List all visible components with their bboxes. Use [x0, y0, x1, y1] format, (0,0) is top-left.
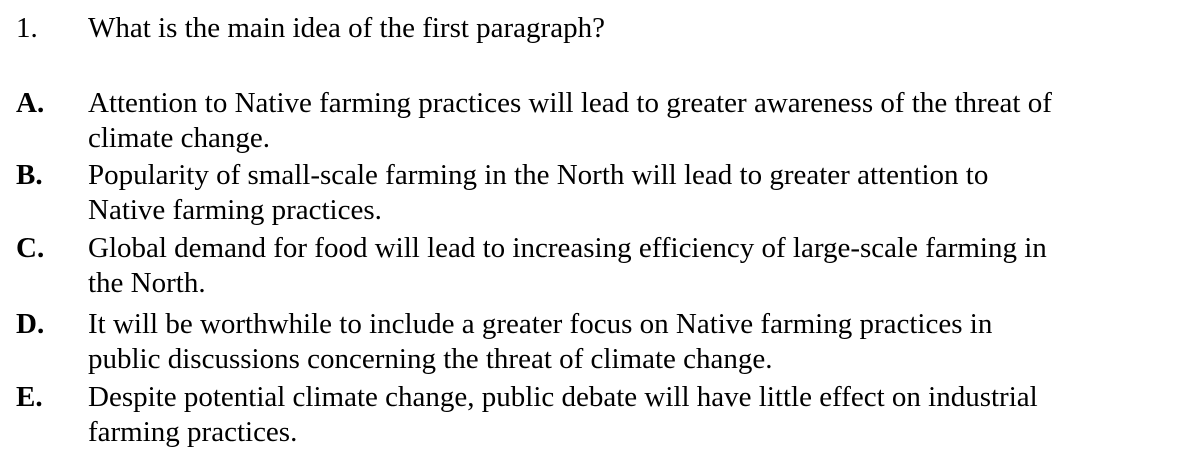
option-text-line: the North. — [88, 267, 206, 299]
option-text-line: Popularity of small-scale farming in the… — [88, 159, 989, 191]
option-letter: D. — [16, 308, 45, 340]
option-text-line: Native farming practices. — [88, 194, 382, 226]
option-letter: A. — [16, 87, 45, 119]
option-text-line: farming practices. — [88, 416, 298, 448]
question-text: What is the main idea of the first parag… — [88, 12, 605, 44]
option-text-line: climate change. — [88, 122, 270, 154]
option-text-line: public discussions concerning the threat… — [88, 343, 773, 375]
option-text-line: Attention to Native farming practices wi… — [88, 87, 1052, 119]
question-number: 1. — [16, 12, 38, 44]
option-text-line: It will be worthwhile to include a great… — [88, 308, 993, 340]
option-text: Popularity of small-scale farming in the… — [88, 158, 1168, 228]
option-text: Global demand for food will lead to incr… — [88, 231, 1168, 301]
option-text: It will be worthwhile to include a great… — [88, 307, 1168, 377]
option-text: Despite potential climate change, public… — [88, 380, 1168, 450]
option-text: Attention to Native farming practices wi… — [88, 86, 1168, 156]
option-text-line: Despite potential climate change, public… — [88, 381, 1038, 413]
option-letter: C. — [16, 232, 45, 264]
option-letter: B. — [16, 159, 43, 191]
option-letter: E. — [16, 381, 43, 413]
option-text-line: Global demand for food will lead to incr… — [88, 232, 1047, 264]
